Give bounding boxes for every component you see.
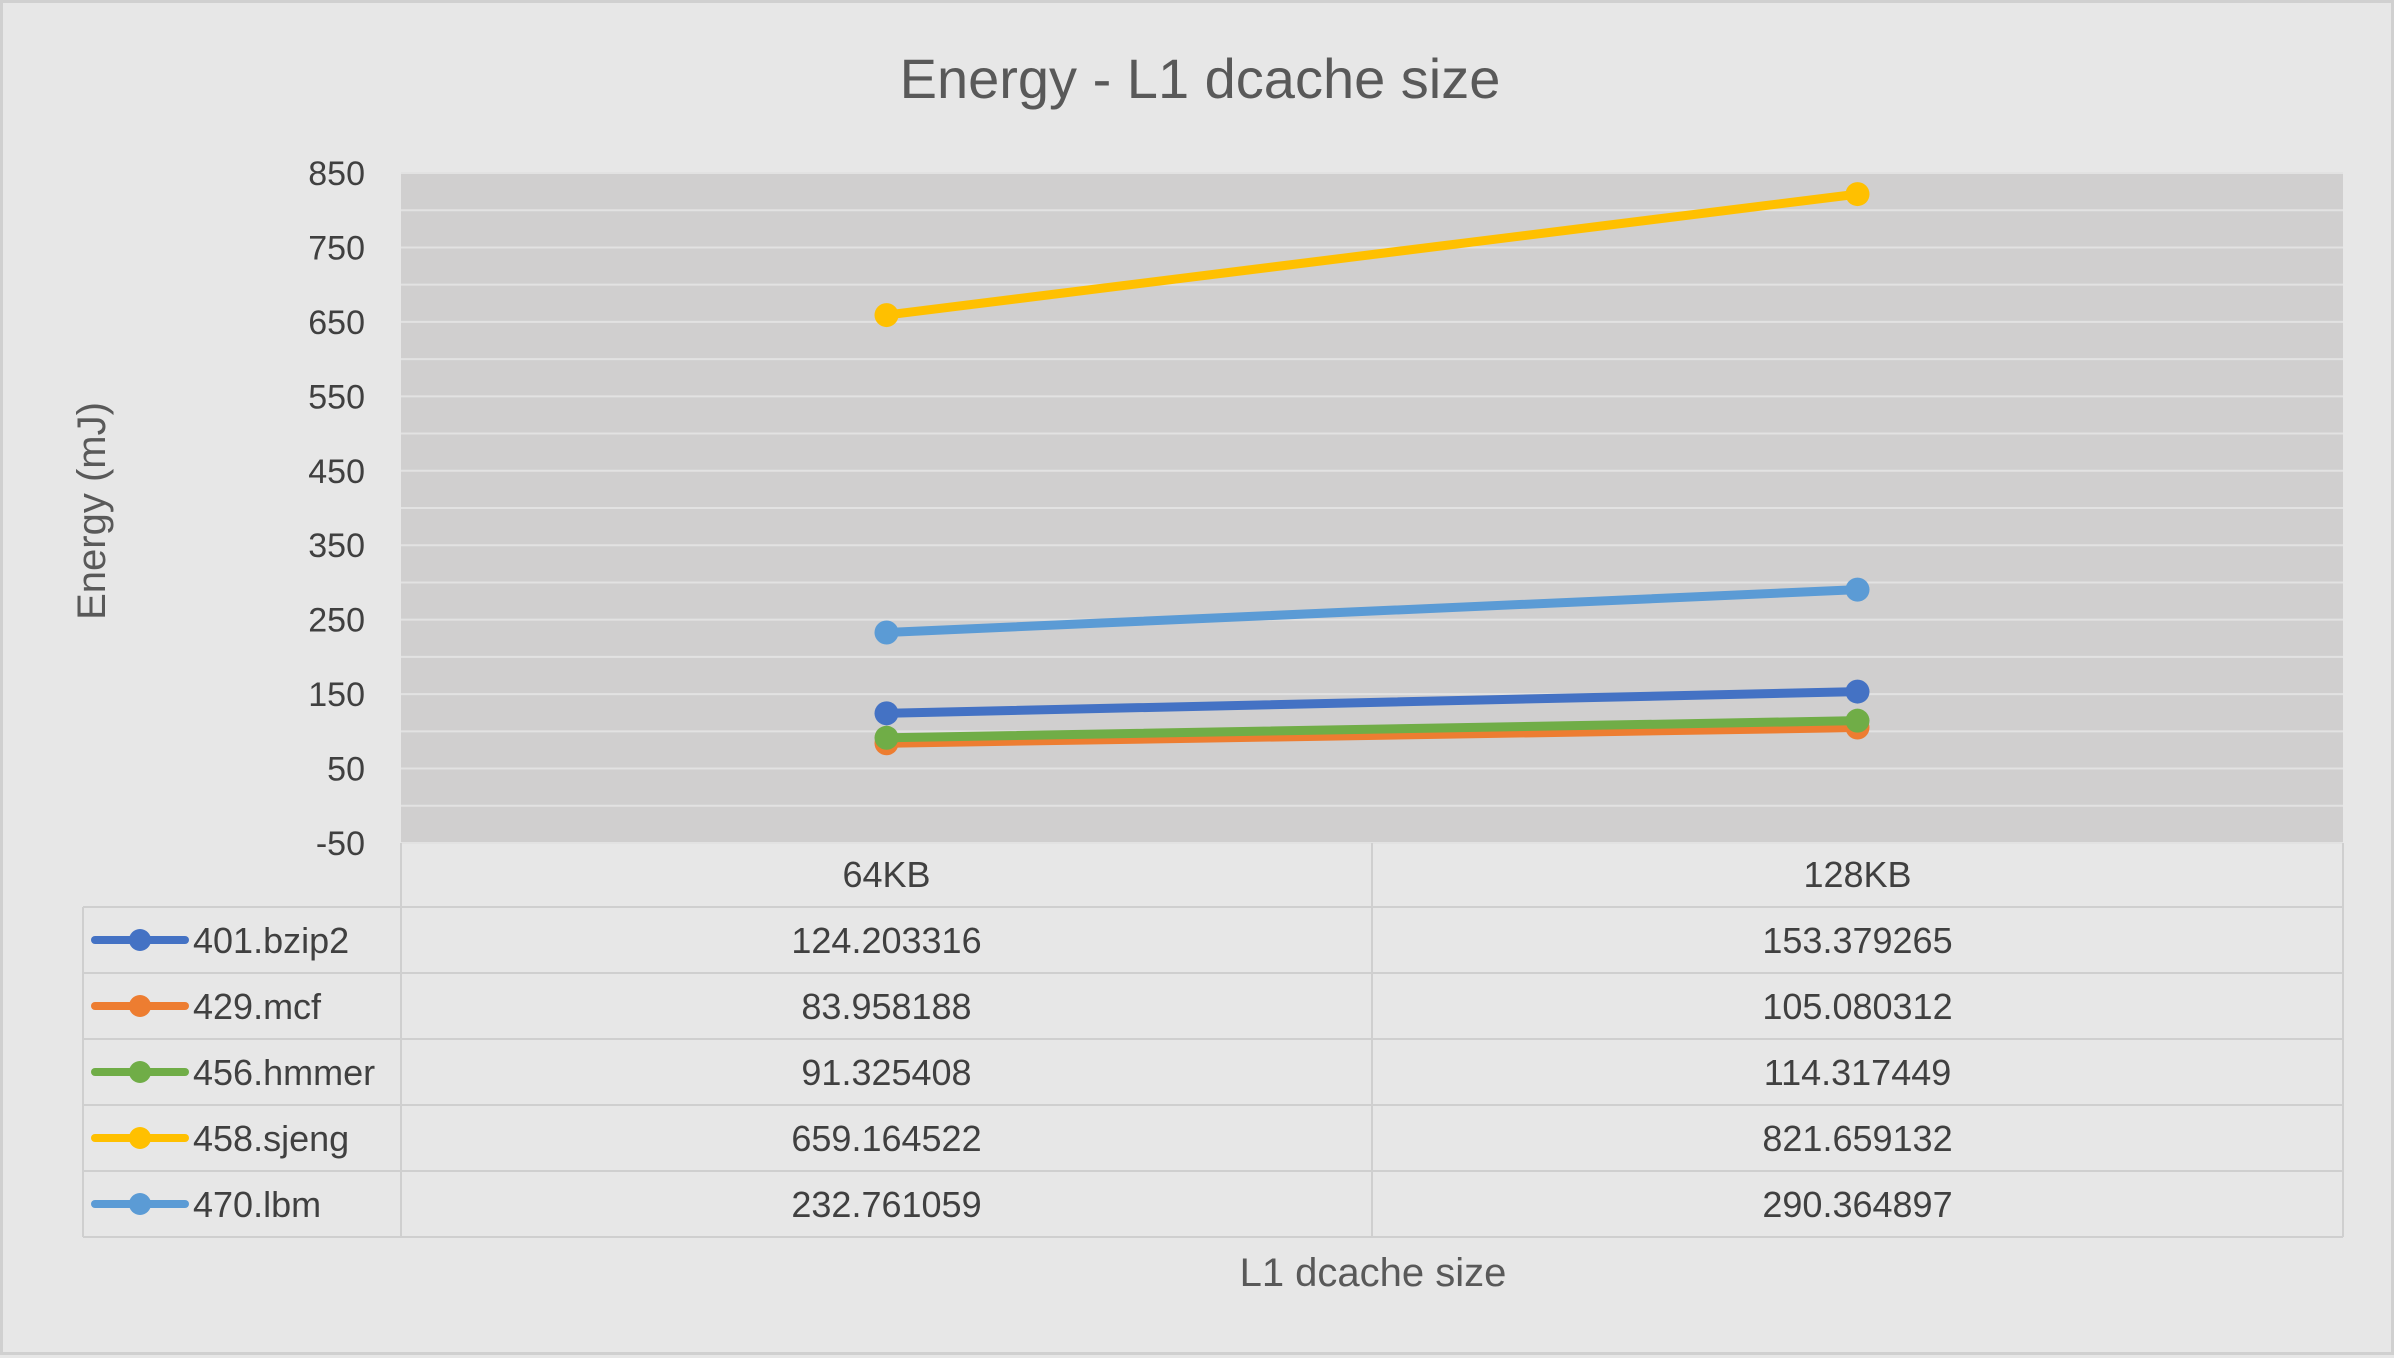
y-tick-label: 550 — [308, 378, 365, 416]
legend-entry: 470.lbm — [193, 1184, 321, 1225]
legend-entry: 458.sjeng — [193, 1118, 349, 1159]
data-point — [874, 303, 899, 328]
y-tick-label: 450 — [308, 453, 365, 491]
data-point — [874, 620, 899, 645]
y-tick-label: 50 — [327, 751, 365, 789]
legend-key-marker — [129, 929, 151, 951]
data-point — [1845, 182, 1870, 207]
data-table-cell: 105.080312 — [1762, 986, 1952, 1027]
data-table-cell: 659.164522 — [791, 1118, 981, 1159]
x-tick-label: 128KB — [1803, 854, 1911, 895]
series-line — [882, 189, 1862, 320]
legend-key-marker — [129, 1193, 151, 1215]
series-line — [882, 585, 1862, 638]
y-tick-label: 850 — [308, 155, 365, 193]
data-table-cell: 290.364897 — [1762, 1184, 1952, 1225]
data-table-cell: 232.761059 — [791, 1184, 981, 1225]
data-table-cell: 124.203316 — [791, 920, 981, 961]
y-tick-label: 650 — [308, 304, 365, 342]
chart-svg: 850 750 650 550 450 350 250 150 50 -50 64KB 128KB 40… — [70, 47, 2344, 1295]
data-point — [874, 701, 899, 726]
legend-entry: 429.mcf — [193, 986, 322, 1027]
y-tick-label: 350 — [308, 527, 365, 565]
x-tick-label: 64KB — [842, 854, 930, 895]
data-table-cell: 83.958188 — [801, 986, 971, 1027]
y-tick-label: 150 — [308, 676, 365, 714]
data-point — [1845, 708, 1870, 733]
legend-key-marker — [129, 1061, 151, 1083]
series-line — [882, 687, 1862, 718]
series-line — [882, 723, 1862, 748]
data-table-cell: 153.379265 — [1762, 920, 1952, 961]
data-point — [1845, 679, 1870, 704]
y-tick-label: 250 — [308, 602, 365, 640]
legend-entry: 401.bzip2 — [193, 920, 349, 961]
data-table-cell: 91.325408 — [801, 1052, 971, 1093]
x-axis-title: L1 dcache size — [1240, 1251, 1507, 1295]
legend-entry: 456.hmmer — [193, 1052, 375, 1093]
data-table-cell: 114.317449 — [1764, 1052, 1952, 1093]
data-point — [874, 725, 899, 750]
y-axis-title: Energy (mJ) — [70, 402, 114, 620]
data-table-cell: 821.659132 — [1762, 1118, 1952, 1159]
legend-key-marker — [129, 1127, 151, 1149]
data-point — [1845, 577, 1870, 602]
series-line — [882, 716, 1862, 743]
y-tick-label: 750 — [308, 229, 365, 267]
chart-title: Energy - L1 dcache size — [900, 47, 1501, 110]
legend-key-marker — [129, 995, 151, 1017]
y-tick-label: -50 — [316, 825, 365, 863]
